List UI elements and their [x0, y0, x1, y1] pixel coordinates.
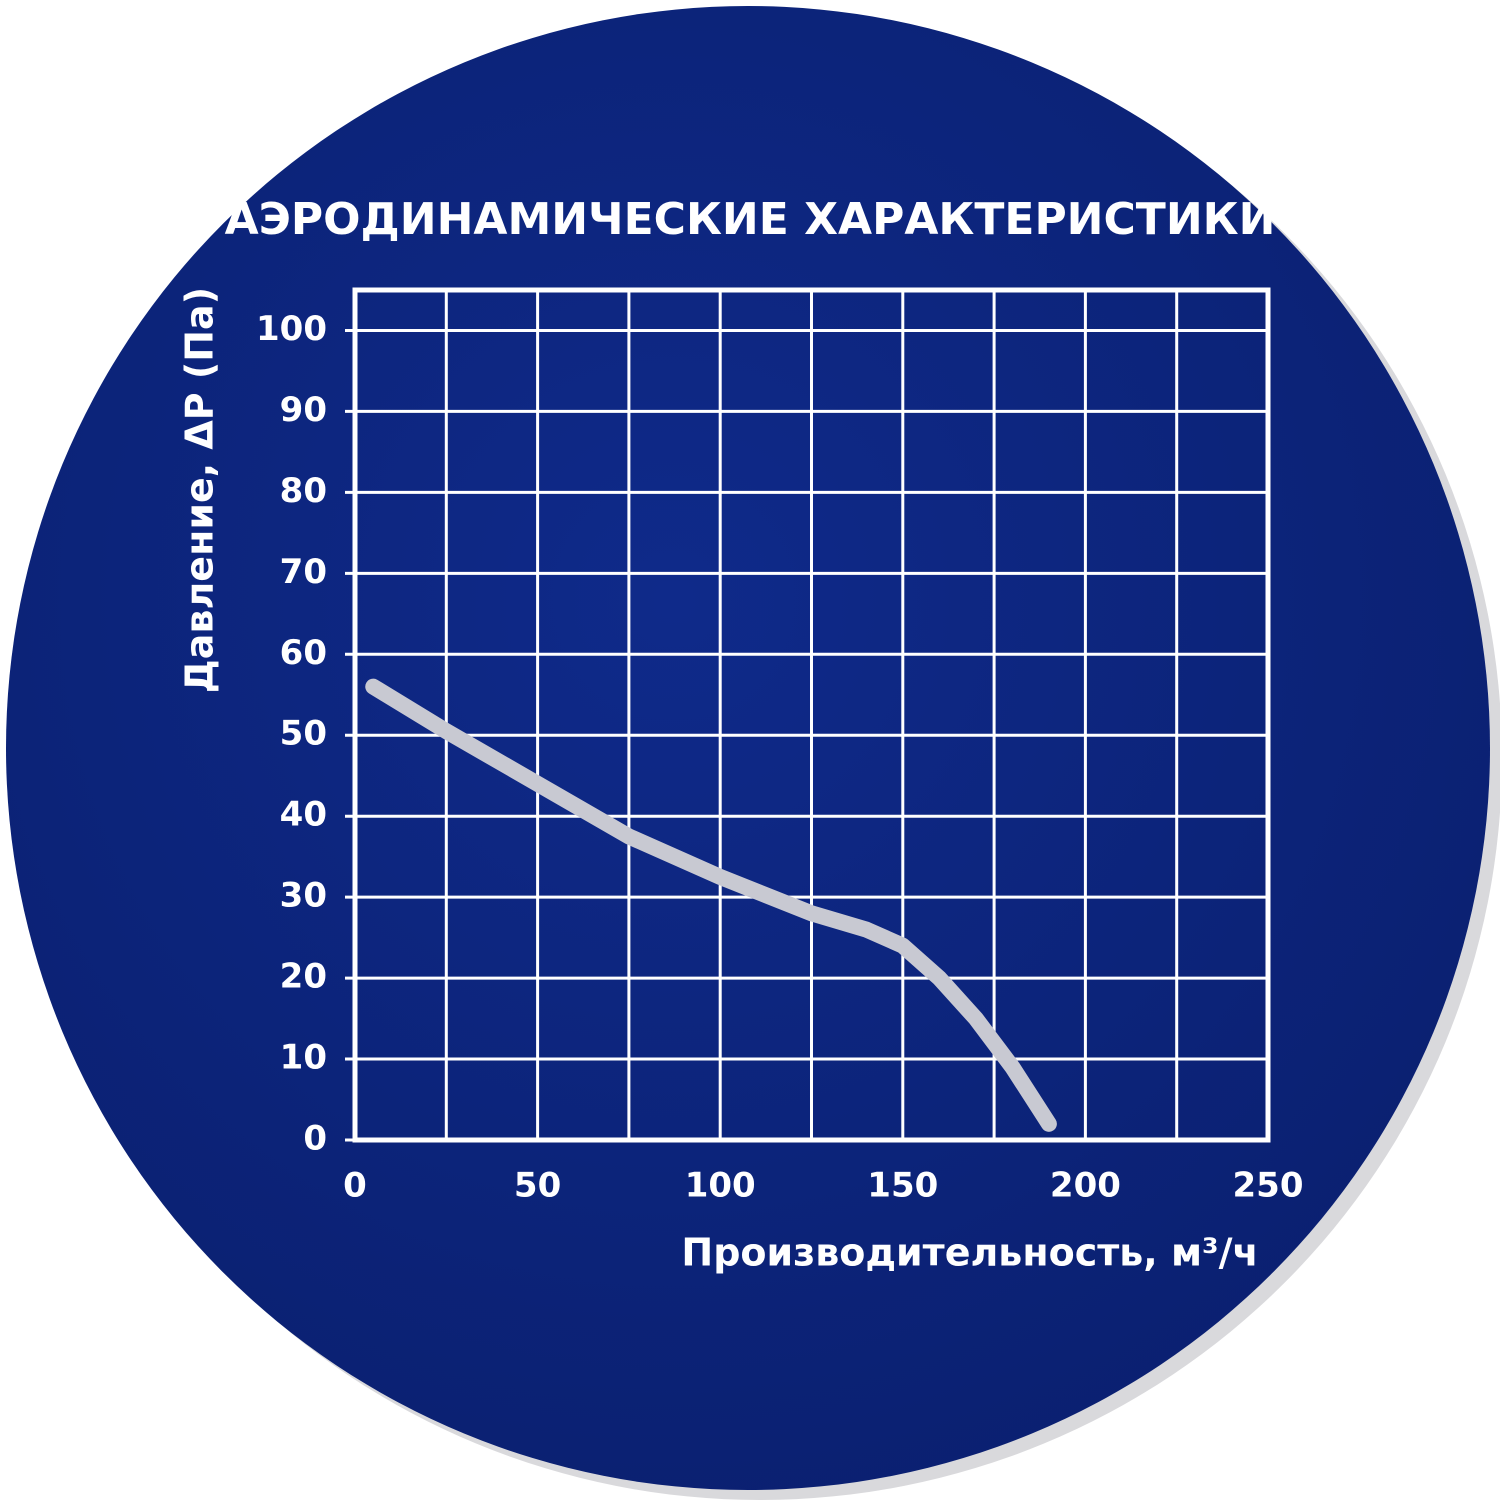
- x-tick-label: 100: [685, 1166, 756, 1206]
- plot-frame: [352, 287, 1271, 1143]
- x-tick-label: 150: [867, 1166, 938, 1206]
- y-tick-label: 10: [280, 1038, 327, 1078]
- y-tick-label: 100: [256, 309, 327, 349]
- curve: [365, 678, 1057, 1132]
- y-tick-label: 30: [280, 876, 327, 916]
- y-tick-label: 90: [280, 390, 327, 430]
- circle-background: [6, 6, 1490, 1490]
- y-tick-label: 70: [280, 552, 327, 592]
- y-tick-label: 50: [280, 714, 327, 754]
- y-axis-label: Давление, ΔP (Па): [178, 287, 222, 693]
- x-tick-label: 0: [343, 1166, 367, 1206]
- x-axis-label: Производительность, м³/ч: [681, 1231, 1258, 1275]
- x-tick-label: 50: [514, 1166, 561, 1206]
- y-tick-label: 60: [280, 633, 327, 673]
- chart-title: АЭРОДИНАМИЧЕСКИЕ ХАРАКТЕРИСТИКИ: [225, 194, 1276, 245]
- y-tick-label: 20: [280, 957, 327, 997]
- x-tick-label: 200: [1050, 1166, 1121, 1206]
- y-tick-label: 80: [280, 471, 327, 511]
- x-tick-label: 250: [1233, 1166, 1304, 1206]
- y-tick-label: 40: [280, 795, 327, 835]
- y-tick-label: 0: [303, 1119, 327, 1159]
